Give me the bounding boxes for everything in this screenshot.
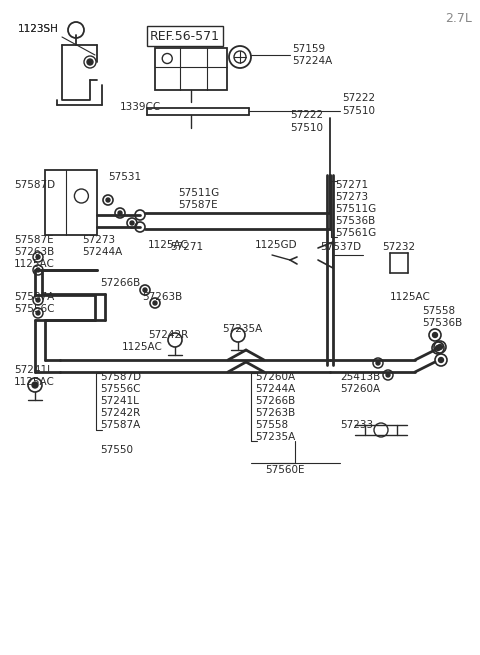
Circle shape <box>118 211 122 215</box>
Text: 57232: 57232 <box>382 242 415 252</box>
Text: 57159: 57159 <box>292 44 325 54</box>
Text: 57233: 57233 <box>340 420 373 430</box>
Text: 57587E: 57587E <box>14 235 54 245</box>
Text: 57511G: 57511G <box>178 188 219 198</box>
Circle shape <box>36 268 40 272</box>
Text: 1125AC: 1125AC <box>122 342 163 352</box>
Circle shape <box>106 198 110 202</box>
Text: 1123SH: 1123SH <box>18 24 59 34</box>
Text: 1339CC: 1339CC <box>120 102 161 112</box>
Text: 57587D: 57587D <box>14 180 55 190</box>
Text: 57273: 57273 <box>82 235 115 245</box>
Circle shape <box>36 311 40 315</box>
Text: 1125AC: 1125AC <box>390 292 431 302</box>
Text: 1125AC: 1125AC <box>148 240 189 250</box>
Circle shape <box>439 358 444 362</box>
Text: 57536B: 57536B <box>335 216 375 226</box>
Text: 57235A: 57235A <box>222 324 262 334</box>
Text: 57266B: 57266B <box>100 278 140 288</box>
Text: 1125GD: 1125GD <box>255 240 298 250</box>
Text: 57587E: 57587E <box>178 200 217 210</box>
Text: 57241L: 57241L <box>14 365 53 375</box>
Text: 57244A: 57244A <box>255 384 295 394</box>
Text: 57242R: 57242R <box>148 330 188 340</box>
Text: 57260A: 57260A <box>255 372 295 382</box>
Text: 57587D: 57587D <box>100 372 141 382</box>
Text: 1125AC: 1125AC <box>14 377 55 387</box>
Text: 57271: 57271 <box>335 180 368 190</box>
Text: 57263B: 57263B <box>14 247 54 257</box>
Text: 57224A: 57224A <box>292 56 332 66</box>
Circle shape <box>87 59 93 65</box>
Circle shape <box>143 288 147 292</box>
Text: 57273: 57273 <box>335 192 368 202</box>
Text: 57536B: 57536B <box>422 318 462 328</box>
Text: 57587A: 57587A <box>14 292 54 302</box>
Text: 57244A: 57244A <box>82 247 122 257</box>
Text: 57558: 57558 <box>255 420 288 430</box>
Text: 57511G: 57511G <box>335 204 376 214</box>
Text: 57241L: 57241L <box>100 396 139 406</box>
Text: 57222: 57222 <box>290 110 323 120</box>
Text: 57550: 57550 <box>100 445 133 455</box>
Text: 57271: 57271 <box>170 242 203 252</box>
Text: 57561G: 57561G <box>335 228 376 238</box>
Text: 1125AC: 1125AC <box>14 259 55 269</box>
Circle shape <box>153 301 157 305</box>
Text: 57510: 57510 <box>290 123 323 133</box>
Text: 57263B: 57263B <box>255 408 295 418</box>
Text: 2.7L: 2.7L <box>445 12 472 24</box>
Circle shape <box>130 221 134 225</box>
Text: REF.56-571: REF.56-571 <box>150 29 220 43</box>
Text: 57263B: 57263B <box>142 292 182 302</box>
Text: 57556C: 57556C <box>14 304 55 314</box>
Text: 57537D: 57537D <box>320 242 361 252</box>
Text: 57531: 57531 <box>108 172 141 182</box>
Circle shape <box>435 345 441 350</box>
Text: 25413B: 25413B <box>340 372 380 382</box>
Text: 57266B: 57266B <box>255 396 295 406</box>
Text: 57222: 57222 <box>342 93 375 103</box>
Text: 57510: 57510 <box>342 106 375 116</box>
Circle shape <box>32 382 38 388</box>
Circle shape <box>432 333 437 337</box>
Text: 57556C: 57556C <box>100 384 141 394</box>
Circle shape <box>437 345 443 350</box>
Bar <box>155 48 227 90</box>
Text: 57587A: 57587A <box>100 420 140 430</box>
Text: 57235A: 57235A <box>255 432 295 442</box>
Text: 57242R: 57242R <box>100 408 140 418</box>
Circle shape <box>386 373 390 377</box>
Bar <box>45 170 97 235</box>
Text: 57558: 57558 <box>422 306 455 316</box>
Circle shape <box>36 255 40 259</box>
Text: 57560E: 57560E <box>265 465 304 475</box>
Text: 1123SH: 1123SH <box>18 24 59 34</box>
Circle shape <box>36 298 40 302</box>
Circle shape <box>376 361 380 365</box>
Text: 57260A: 57260A <box>340 384 380 394</box>
